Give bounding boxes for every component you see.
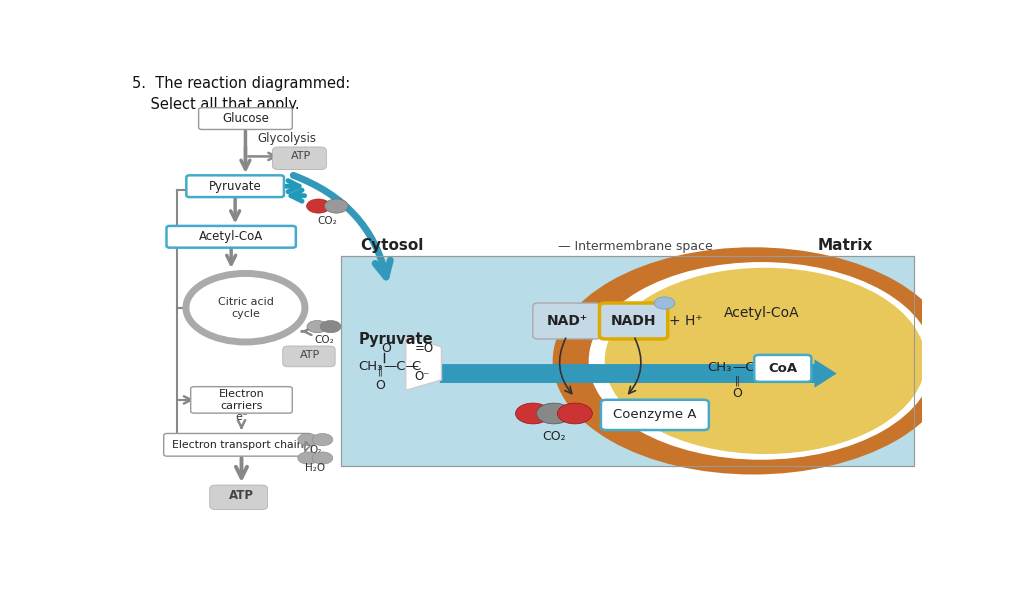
Text: — Intermembrane space: — Intermembrane space (558, 240, 713, 254)
Circle shape (312, 452, 333, 464)
FancyBboxPatch shape (283, 346, 335, 367)
Text: ATP: ATP (291, 152, 311, 161)
Text: CH₃: CH₃ (358, 360, 383, 373)
FancyBboxPatch shape (532, 303, 601, 339)
Text: Cytosol: Cytosol (360, 238, 424, 254)
FancyBboxPatch shape (186, 176, 284, 197)
Text: CoA: CoA (768, 362, 798, 375)
FancyBboxPatch shape (199, 107, 292, 130)
Text: —C—: —C— (733, 360, 769, 374)
Circle shape (298, 452, 318, 464)
FancyBboxPatch shape (190, 387, 292, 413)
Text: e⁻: e⁻ (236, 412, 248, 422)
Text: O⁻: O⁻ (415, 370, 430, 383)
Text: Citric acid
cycle: Citric acid cycle (217, 297, 273, 319)
FancyArrow shape (440, 359, 837, 387)
FancyBboxPatch shape (272, 147, 327, 169)
Text: Coenzyme A: Coenzyme A (613, 408, 696, 421)
FancyArrowPatch shape (304, 445, 309, 451)
Text: ATP: ATP (300, 350, 321, 360)
Text: H₂O: H₂O (305, 464, 326, 473)
Text: Pyruvate: Pyruvate (209, 180, 261, 193)
Circle shape (306, 199, 331, 213)
Text: + H⁺: + H⁺ (669, 314, 702, 328)
Ellipse shape (589, 262, 934, 460)
Circle shape (557, 403, 592, 424)
Text: Matrix: Matrix (817, 238, 872, 254)
Text: NADH: NADH (611, 314, 656, 328)
Ellipse shape (553, 247, 953, 475)
FancyArrowPatch shape (293, 176, 390, 277)
Text: Electron transport chain: Electron transport chain (172, 440, 303, 450)
FancyBboxPatch shape (601, 400, 709, 430)
Circle shape (515, 403, 551, 424)
Text: ‖: ‖ (378, 365, 383, 376)
Text: CO₂: CO₂ (314, 335, 334, 345)
Ellipse shape (186, 273, 305, 342)
FancyArrowPatch shape (629, 338, 641, 394)
Circle shape (321, 321, 341, 333)
Ellipse shape (605, 268, 926, 454)
Text: Electron
carriers: Electron carriers (218, 389, 264, 411)
Text: =O: =O (415, 341, 433, 355)
Text: CO₂: CO₂ (316, 216, 337, 226)
FancyArrowPatch shape (305, 441, 310, 448)
Text: —C—: —C— (384, 360, 419, 373)
FancyBboxPatch shape (210, 485, 267, 510)
Circle shape (312, 433, 333, 446)
Text: CH₃: CH₃ (708, 360, 732, 374)
Circle shape (325, 199, 348, 213)
Circle shape (654, 297, 675, 309)
FancyBboxPatch shape (599, 303, 668, 339)
Text: O: O (376, 379, 385, 392)
FancyBboxPatch shape (167, 226, 296, 247)
Text: Glucose: Glucose (222, 112, 269, 125)
Text: C: C (412, 360, 421, 373)
FancyArrowPatch shape (559, 338, 571, 394)
Text: O₂: O₂ (309, 445, 322, 455)
Text: Pyruvate: Pyruvate (358, 332, 433, 348)
Text: Acetyl-CoA: Acetyl-CoA (199, 230, 263, 243)
Bar (341, 255, 913, 466)
FancyBboxPatch shape (164, 433, 311, 456)
Text: 5.  The reaction diagrammed:
    Select all that apply.: 5. The reaction diagrammed: Select all t… (132, 76, 350, 112)
Bar (341, 255, 913, 466)
Text: ‖: ‖ (735, 375, 740, 386)
Text: Acetyl-CoA: Acetyl-CoA (724, 306, 800, 319)
Circle shape (537, 403, 571, 424)
Text: O: O (381, 341, 391, 355)
Text: NAD⁺: NAD⁺ (547, 314, 588, 328)
Circle shape (307, 321, 328, 333)
Circle shape (298, 433, 318, 446)
Text: ATP: ATP (229, 489, 254, 502)
Polygon shape (406, 336, 441, 391)
Text: CO₂: CO₂ (542, 430, 565, 443)
Text: O: O (732, 387, 742, 400)
FancyBboxPatch shape (755, 355, 811, 382)
Text: Glycolysis: Glycolysis (257, 133, 316, 146)
